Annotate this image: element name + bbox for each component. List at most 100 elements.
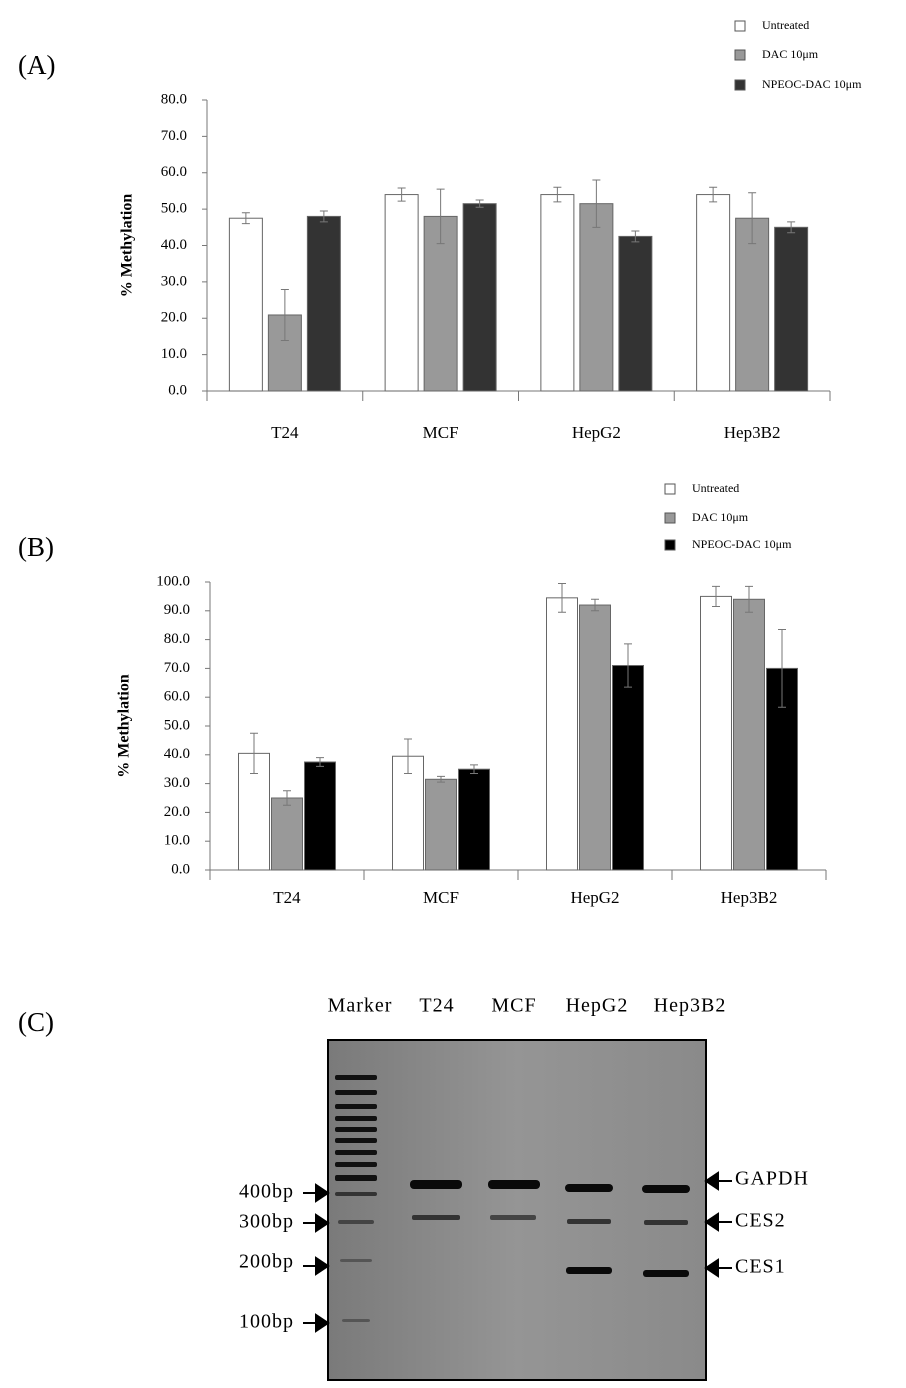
bar [733,598,765,871]
y-axis-label: % Methylation [119,194,136,298]
panel-label: (C) [18,1007,54,1037]
y-tick-label: 40.0 [161,237,187,253]
lane-label: HepG2 [566,995,629,1017]
y-tick-label: 30.0 [164,775,190,791]
bar [696,194,731,392]
bar [458,768,490,871]
legend-swatch [734,79,746,91]
bar [579,203,614,392]
size-marker-label: 100bp [239,1311,294,1333]
bar [735,217,770,392]
bar [612,665,644,871]
y-tick-label: 40.0 [164,746,190,762]
error-bar [592,179,601,228]
x-tick-label: Hep3B2 [724,423,781,442]
sample-bands [410,1180,690,1277]
bar [271,797,303,871]
bar [228,217,263,392]
error-bar [787,221,796,234]
y-tick-label: 80.0 [161,91,187,107]
legend-swatch [664,539,676,551]
legend-label: DAC 10μm [692,510,749,524]
bar [618,235,653,392]
legend-label: Untreated [692,481,739,495]
lane-label: T24 [419,995,454,1017]
error-bar [624,643,632,688]
lane-label: Marker [328,995,393,1017]
bar [540,194,575,392]
legend-label: DAC 10μm [762,47,819,61]
size-marker-label: 200bp [239,1251,294,1273]
bar [306,215,341,392]
x-tick-label: T24 [271,423,299,442]
bar [700,595,732,871]
y-tick-label: 50.0 [161,201,187,217]
gel-panel: Marker T24 MCF HepG2 Hep3B2 400bp 300bp … [239,995,809,1381]
error-bar [712,585,720,607]
size-marker-label: 300bp [239,1211,294,1233]
error-bar [319,210,328,223]
y-tick-label: 20.0 [164,804,190,820]
arrows [303,1171,732,1333]
error-bar [404,738,412,775]
y-tick-label: 70.0 [164,660,190,676]
y-tick-label: 10.0 [164,833,190,849]
marker-bands [335,1075,377,1322]
y-tick-label: 50.0 [164,717,190,733]
error-bar [397,187,406,202]
error-bar [241,212,250,225]
panel-label: (B) [18,532,54,562]
band-label: GAPDH [735,1168,809,1190]
bar [766,667,798,871]
size-marker-label: 400bp [239,1181,294,1203]
bar [423,215,458,392]
y-tick-label: 70.0 [161,128,187,144]
y-tick-label: 60.0 [161,164,187,180]
error-bar [283,790,291,806]
error-bar [437,775,445,783]
x-tick-label: MCF [423,423,459,442]
legend-swatch [664,483,676,495]
error-bar [631,230,640,243]
y-tick-label: 20.0 [161,310,187,326]
bar [579,604,611,871]
band-label: CES1 [735,1256,786,1278]
lane-label: Hep3B2 [654,995,727,1017]
y-tick-label: 90.0 [164,602,190,618]
error-bar [316,757,324,767]
bar [425,778,457,871]
y-tick-label: 30.0 [161,273,187,289]
error-bar [470,764,478,775]
y-tick-label: 60.0 [164,689,190,705]
bar [462,203,497,392]
y-tick-label: 80.0 [164,631,190,647]
error-bar [591,598,599,612]
bar [392,755,424,871]
error-bar [558,582,566,613]
legend-swatch [734,49,746,61]
error-bar [709,186,718,203]
error-bar [250,732,258,775]
bar [546,597,578,871]
error-bar [748,192,757,245]
band-label: CES2 [735,1210,786,1232]
error-bar [553,186,562,203]
bar [304,761,336,871]
legend-label: NPEOC-DAC 10μm [692,537,792,551]
y-tick-label: 0.0 [171,861,190,877]
x-tick-label: HepG2 [570,888,619,907]
legend-swatch [664,512,676,524]
x-tick-label: HepG2 [572,423,621,442]
y-tick-label: 100.0 [156,573,190,589]
legend-label: Untreated [762,18,809,32]
y-tick-label: 0.0 [168,382,187,398]
x-tick-label: MCF [423,888,459,907]
bar [774,226,809,392]
error-bar [475,199,484,208]
error-bar [745,585,753,613]
gel-image [327,1039,707,1381]
legend-swatch [734,20,746,32]
error-bar [280,289,289,341]
lane-label: MCF [491,995,536,1017]
